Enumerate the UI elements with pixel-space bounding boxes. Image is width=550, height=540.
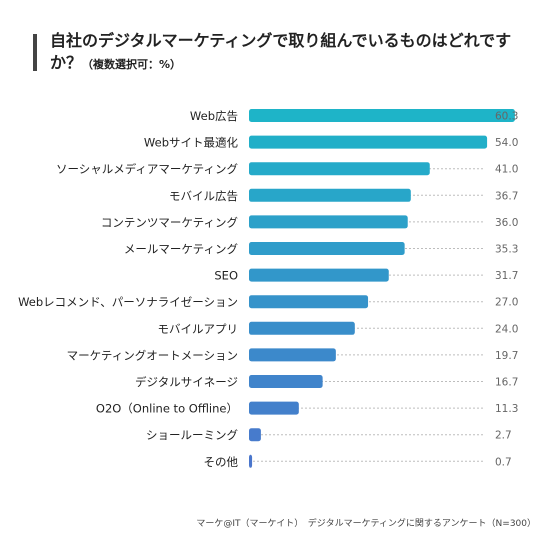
category-label: ショールーミング	[146, 428, 238, 442]
value-label: 11.3	[495, 403, 518, 415]
value-label: 36.7	[495, 190, 518, 202]
category-label: Webサイト最適化	[144, 136, 239, 150]
bar	[249, 348, 336, 362]
value-label: 41.0	[495, 164, 518, 176]
bar	[249, 162, 430, 176]
bar	[249, 295, 369, 309]
category-label: O2O（Online to Offline）	[96, 402, 238, 416]
category-label: デジタルサイネージ	[135, 375, 238, 389]
value-label: 2.7	[495, 430, 512, 442]
value-label: 16.7	[495, 377, 518, 389]
chart-source-note: マーケ@IT（マーケイト） デジタルマーケティングに関するアンケート（N=300…	[196, 519, 536, 529]
category-label: メールマーケティング	[124, 242, 239, 256]
bar	[249, 242, 405, 255]
bar	[249, 321, 355, 335]
bar	[249, 268, 389, 282]
bar	[249, 401, 299, 415]
chart-title-text: 自社のデジタルマーケティングで取り組んでいるものはどれですか？	[50, 31, 512, 72]
category-label: モバイル広告	[169, 189, 238, 203]
bar	[249, 109, 515, 122]
category-label: Webレコメンド、パーソナライゼーション	[18, 295, 238, 309]
title-accent-bar	[33, 34, 37, 71]
bar	[249, 428, 261, 442]
bar	[249, 188, 411, 202]
category-label: モバイルアプリ	[158, 322, 239, 336]
bar	[249, 215, 408, 229]
category-label: マーケティングオートメーション	[67, 348, 238, 362]
value-label: 60.3	[495, 111, 518, 123]
bar	[249, 454, 253, 468]
value-label: 24.0	[495, 323, 518, 335]
chart-title: 自社のデジタルマーケティングで取り組んでいるものはどれですか？（複数選択可：%）	[50, 30, 530, 76]
category-label: SEO	[214, 269, 238, 283]
category-label: コンテンツマーケティング	[101, 215, 239, 229]
value-label: 0.7	[495, 456, 512, 468]
bar	[249, 375, 323, 388]
value-label: 31.7	[495, 270, 518, 282]
category-label: ソーシャルメディアマーケティング	[56, 162, 239, 176]
category-label: Web広告	[190, 109, 238, 123]
chart-subtitle: （複数選択可：%）	[82, 58, 182, 71]
value-label: 35.3	[495, 244, 518, 256]
bar	[249, 135, 488, 149]
category-label: その他	[204, 455, 239, 469]
value-label: 54.0	[495, 137, 518, 149]
value-label: 19.7	[495, 350, 518, 362]
value-label: 27.0	[495, 297, 518, 309]
value-label: 36.0	[495, 217, 518, 229]
